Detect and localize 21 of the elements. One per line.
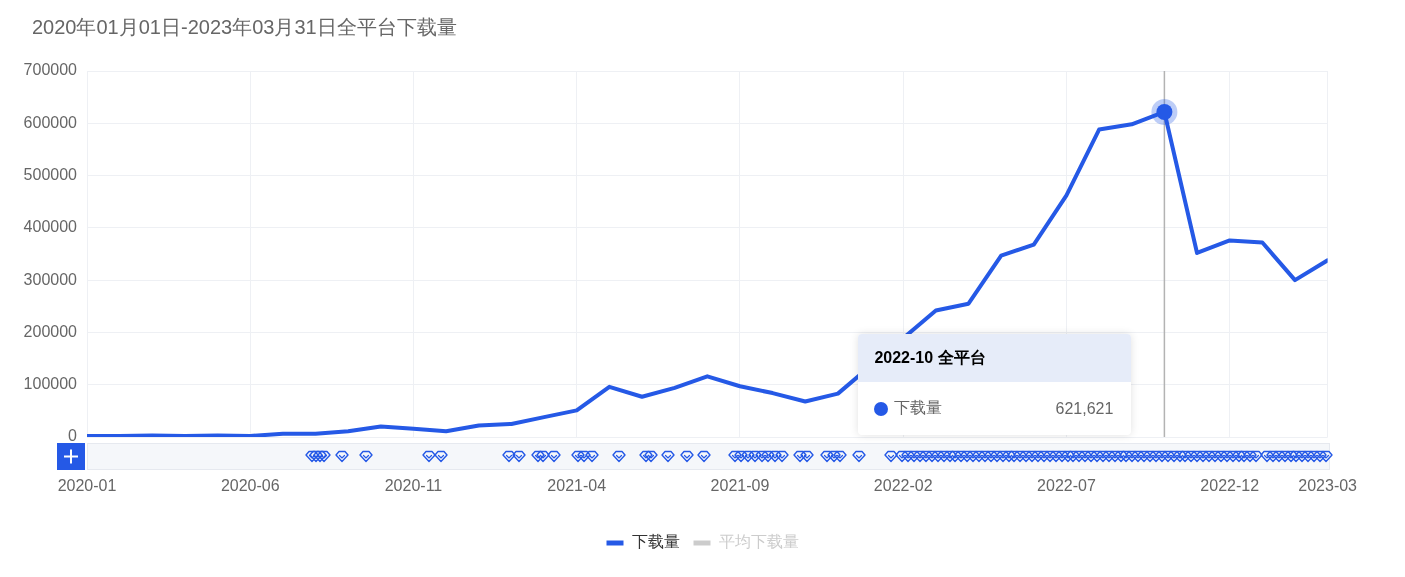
y-tick-label: 500000 bbox=[23, 165, 78, 183]
x-tick-label: 2022-07 bbox=[1037, 477, 1096, 495]
annotation: 2022-10 全平台 bbox=[874, 347, 986, 368]
x-tick-label: 2021-04 bbox=[547, 477, 607, 495]
y-tick-label: 300000 bbox=[23, 270, 78, 288]
x-tick-label: 2020-11 bbox=[384, 477, 443, 495]
x-tick-label: 2020-06 bbox=[220, 477, 280, 495]
y-tick-label: 200000 bbox=[23, 322, 78, 340]
x-tick-label: 2022-12 bbox=[1200, 477, 1260, 495]
y-tick-label: 0 bbox=[68, 427, 78, 445]
y-tick-label: 100000 bbox=[23, 375, 78, 393]
y-tick-label: 700000 bbox=[23, 61, 78, 79]
tooltip-panel: 2022-10 全平台 下载量 621,621 bbox=[858, 334, 1132, 435]
legend-label: 下载量 bbox=[631, 533, 680, 551]
chart-title: 2020年01月01日-2023年03月31日全平台下载量 bbox=[32, 15, 457, 38]
x-tick-label: 2021-09 bbox=[710, 477, 770, 495]
y-tick-label: 400000 bbox=[23, 218, 78, 236]
y-tick-label: 600000 bbox=[23, 113, 78, 131]
x-tick-label: 2023-03 bbox=[1298, 477, 1358, 495]
x-tick-label: 2022-02 bbox=[873, 477, 933, 495]
x-tick-label: 2020-01 bbox=[57, 477, 117, 495]
